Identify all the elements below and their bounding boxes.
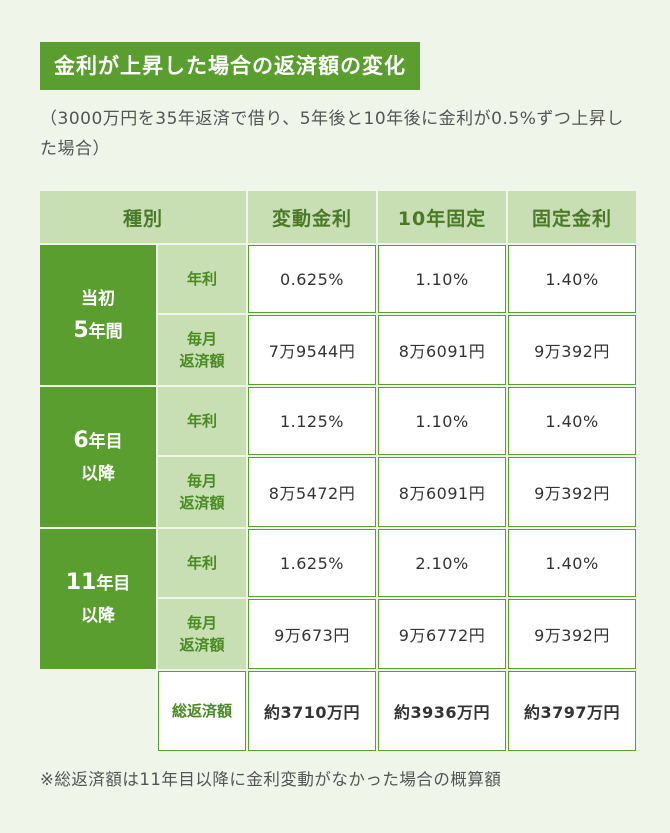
header-variable-rate: 変動金利 bbox=[248, 191, 376, 243]
header-fixed-rate: 固定金利 bbox=[508, 191, 636, 243]
monthly-cell: 9万6772円 bbox=[378, 599, 506, 669]
monthly-cell: 9万392円 bbox=[508, 599, 636, 669]
rate-cell: 2.10% bbox=[378, 529, 506, 597]
rate-cell: 1.125% bbox=[248, 387, 376, 455]
rate-cell: 1.625% bbox=[248, 529, 376, 597]
period-6yr-onward: 6年目 以降 bbox=[40, 387, 156, 527]
monthly-cell: 8万5472円 bbox=[248, 457, 376, 527]
total-cell: 約3936万円 bbox=[378, 671, 506, 751]
row-label-monthly: 毎月 返済額 bbox=[158, 457, 246, 527]
monthly-cell: 8万6091円 bbox=[378, 315, 506, 385]
period-label-line2: 5年間 bbox=[73, 317, 123, 343]
period-label-line1: 6年目 bbox=[73, 427, 123, 453]
period-11yr-onward: 11年目 以降 bbox=[40, 529, 156, 669]
monthly-cell: 9万392円 bbox=[508, 315, 636, 385]
row-label-rate: 年利 bbox=[158, 245, 246, 313]
page-title: 金利が上昇した場合の返済額の変化 bbox=[40, 42, 420, 90]
monthly-cell: 7万9544円 bbox=[248, 315, 376, 385]
row-label-monthly: 毎月 返済額 bbox=[158, 315, 246, 385]
row-label-rate: 年利 bbox=[158, 529, 246, 597]
total-cell: 約3710万円 bbox=[248, 671, 376, 751]
period-label-line1: 11年目 bbox=[65, 569, 131, 595]
monthly-cell: 9万392円 bbox=[508, 457, 636, 527]
row-label-monthly: 毎月 返済額 bbox=[158, 599, 246, 669]
rate-cell: 0.625% bbox=[248, 245, 376, 313]
header-10yr-fixed: 10年固定 bbox=[378, 191, 506, 243]
period-label-line1: 当初 bbox=[81, 288, 115, 309]
page-subtitle: （3000万円を35年返済で借り、5年後と10年後に金利が0.5%ずつ上昇した場… bbox=[40, 109, 624, 159]
footnote: ※総返済額は11年目以降に金利変動がなかった場合の概算額 bbox=[40, 770, 502, 789]
loan-comparison-table: 種別 変動金利 10年固定 固定金利 当初 5年間 年利 0.625% 1.10… bbox=[40, 191, 636, 751]
rate-cell: 1.10% bbox=[378, 387, 506, 455]
header-type: 種別 bbox=[40, 191, 246, 243]
rate-cell: 1.40% bbox=[508, 245, 636, 313]
rate-cell: 1.40% bbox=[508, 387, 636, 455]
blank-cell bbox=[40, 671, 156, 751]
row-label-total: 総返済額 bbox=[158, 671, 246, 751]
monthly-cell: 9万673円 bbox=[248, 599, 376, 669]
total-cell: 約3797万円 bbox=[508, 671, 636, 751]
monthly-cell: 8万6091円 bbox=[378, 457, 506, 527]
rate-cell: 1.10% bbox=[378, 245, 506, 313]
period-label-line2: 以降 bbox=[81, 463, 115, 484]
rate-cell: 1.40% bbox=[508, 529, 636, 597]
row-label-rate: 年利 bbox=[158, 387, 246, 455]
period-initial-5yrs: 当初 5年間 bbox=[40, 245, 156, 385]
period-label-line2: 以降 bbox=[81, 605, 115, 626]
